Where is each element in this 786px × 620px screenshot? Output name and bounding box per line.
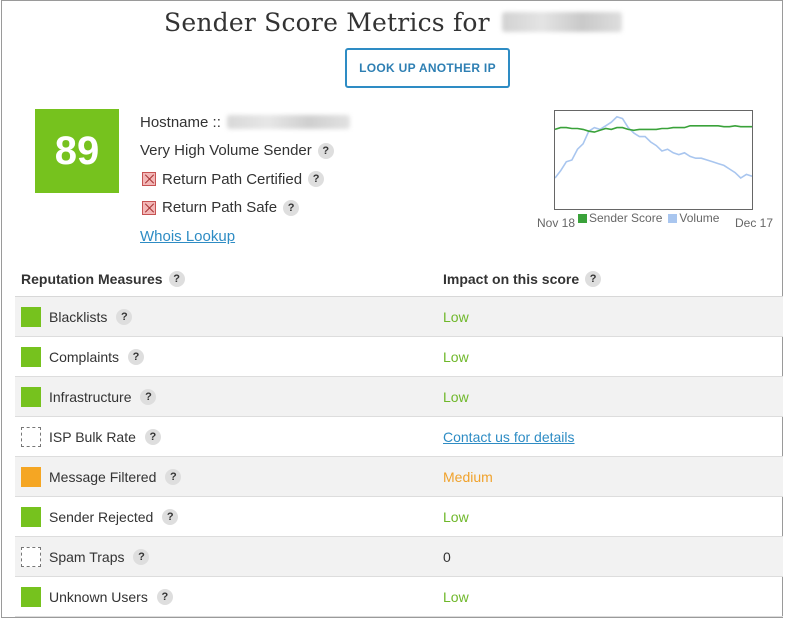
help-icon[interactable]: ? [317, 142, 334, 159]
status-indicator [21, 546, 41, 567]
sender-info: Hostname :: Very High Volume Sender ? Re… [140, 108, 350, 251]
impact-cell: Contact us for details [443, 429, 783, 445]
impact-value: Low [443, 508, 469, 525]
redacted-ip [501, 12, 622, 32]
legend-label-volume: Volume [679, 211, 720, 225]
help-icon[interactable]: ? [133, 548, 150, 565]
certified-row: Return Path Certified ? [140, 165, 350, 194]
help-icon[interactable]: ? [116, 308, 133, 325]
impact-cell: Low [443, 309, 783, 325]
safe-row: Return Path Safe ? [140, 194, 350, 223]
redacted-hostname [226, 115, 350, 130]
volume-label: Very High Volume Sender [140, 142, 312, 160]
table-row: Infrastructure? Low [15, 377, 783, 417]
impact-value: Low [443, 308, 469, 325]
measure-cell: Infrastructure? [15, 386, 443, 407]
help-icon[interactable]: ? [162, 508, 179, 525]
impact-cell: 0 [443, 549, 783, 565]
volume-row: Very High Volume Sender ? [140, 137, 350, 166]
chart-legend: Sender Score Volume [578, 211, 719, 225]
table-row: Sender Rejected? Low [15, 497, 783, 537]
status-indicator [21, 466, 41, 487]
help-icon[interactable]: ? [144, 428, 161, 445]
measure-label: Infrastructure [49, 388, 132, 405]
help-icon[interactable]: ? [128, 348, 145, 365]
contact-us-link[interactable]: Contact us for details [443, 428, 575, 445]
legend-label-sender-score: Sender Score [589, 211, 663, 225]
help-icon[interactable]: ? [168, 271, 185, 287]
col-header-label: Impact on this score [443, 271, 580, 287]
impact-cell: Low [443, 509, 783, 525]
table-row: ISP Bulk Rate? Contact us for details [15, 417, 783, 457]
chart-svg [554, 115, 753, 180]
table-row: Spam Traps? 0 [15, 537, 783, 577]
measure-cell: ISP Bulk Rate? [15, 426, 443, 447]
hostname-row: Hostname :: [140, 108, 350, 137]
page-title: Sender Score Metrics for [0, 8, 786, 37]
measure-cell: Sender Rejected? [15, 506, 443, 527]
help-icon[interactable]: ? [283, 199, 300, 216]
reputation-table: Reputation Measures ? Impact on this sco… [15, 262, 783, 617]
col-reputation-measures: Reputation Measures ? [15, 271, 443, 287]
status-indicator [21, 386, 41, 407]
hostname-label: Hostname :: [140, 113, 221, 131]
chart-x-start-label: Nov 18 [537, 216, 576, 230]
measure-cell: Message Filtered? [15, 466, 443, 487]
impact-value: Medium [443, 468, 493, 485]
score-volume-chart: Nov 18 Sender Score Volume Dec 17 [536, 110, 776, 235]
impact-value: Low [443, 588, 469, 605]
measure-cell: Blacklists? [15, 306, 443, 327]
measure-cell: Unknown Users? [15, 586, 443, 607]
whois-row: Whois Lookup [140, 222, 350, 251]
sender-score-series-line [554, 124, 752, 133]
table-row: Complaints? Low [15, 337, 783, 377]
help-icon[interactable]: ? [140, 388, 157, 405]
failed-x-icon [142, 200, 156, 215]
certified-label: Return Path Certified [162, 170, 303, 188]
measure-cell: Spam Traps? [15, 546, 443, 567]
measure-label: Message Filtered [49, 468, 157, 485]
impact-value: Low [443, 348, 469, 365]
measure-label: Unknown Users [49, 588, 148, 605]
table-body: Blacklists? Low Complaints? Low Infrastructu… [15, 297, 783, 617]
failed-x-icon [142, 172, 156, 187]
measure-label: ISP Bulk Rate [49, 428, 136, 445]
help-icon[interactable]: ? [308, 171, 325, 188]
legend-swatch-volume [668, 213, 678, 223]
table-row: Unknown Users? Low [15, 577, 783, 617]
table-row: Blacklists? Low [15, 297, 783, 337]
impact-value: Low [443, 388, 469, 405]
chart-plot-area [554, 110, 753, 210]
impact-cell: Low [443, 589, 783, 605]
table-header: Reputation Measures ? Impact on this sco… [15, 262, 783, 297]
status-indicator [21, 586, 41, 607]
status-indicator [21, 426, 41, 447]
lookup-another-ip-button[interactable]: LOOK UP ANOTHER IP [345, 48, 510, 88]
measure-label: Spam Traps [49, 548, 125, 565]
table-row: Message Filtered? Medium [15, 457, 783, 497]
col-header-label: Reputation Measures [21, 271, 163, 287]
status-indicator [21, 306, 41, 327]
impact-value: 0 [443, 548, 451, 565]
help-icon[interactable]: ? [165, 468, 182, 485]
impact-cell: Low [443, 389, 783, 405]
chart-x-end-label: Dec 17 [735, 216, 774, 230]
measure-label: Blacklists [49, 308, 108, 325]
impact-cell: Low [443, 349, 783, 365]
measure-label: Sender Rejected [49, 508, 154, 525]
status-indicator [21, 506, 41, 527]
col-impact: Impact on this score ? [443, 271, 783, 287]
measure-label: Complaints [49, 348, 120, 365]
help-icon[interactable]: ? [585, 271, 602, 287]
page-title-text: Sender Score Metrics for [164, 8, 490, 37]
safe-label: Return Path Safe [162, 199, 278, 217]
sender-score-badge: 89 [35, 109, 119, 193]
measure-cell: Complaints? [15, 346, 443, 367]
status-indicator [21, 346, 41, 367]
help-icon[interactable]: ? [156, 588, 173, 605]
legend-swatch-sender-score [578, 213, 587, 223]
volume-series-line [554, 115, 753, 180]
whois-lookup-link[interactable]: Whois Lookup [140, 227, 236, 245]
impact-cell: Medium [443, 469, 783, 485]
